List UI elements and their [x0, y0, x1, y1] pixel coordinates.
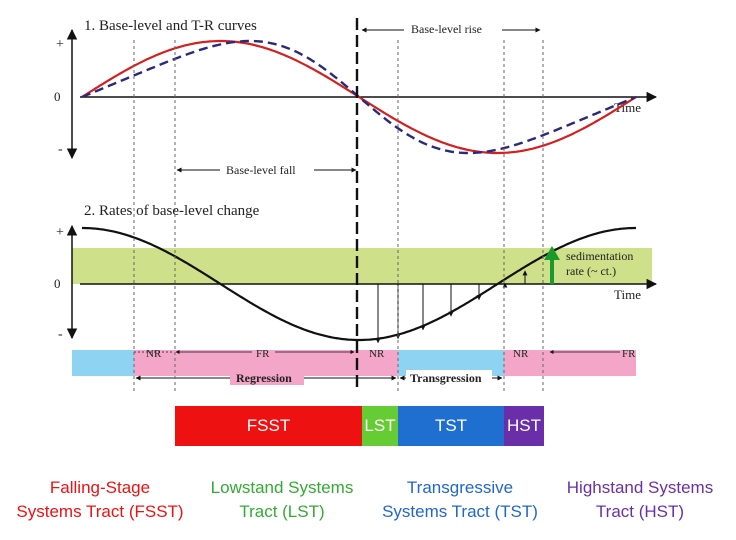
sedimentation-label-line2: rate (~ ct.) — [566, 264, 616, 278]
legend-fsst-line1: Falling-Stage — [49, 478, 151, 497]
base-level-rise-label: Base-level rise — [411, 22, 482, 36]
panel2-y-zero: 0 — [54, 276, 61, 291]
legend-tst-line1: Transgressive — [406, 478, 514, 497]
panel2-title: 2. Rates of base-level change — [84, 203, 260, 219]
transgression-label: Transgression — [410, 371, 482, 385]
legend-tst-line2: Systems Tract (TST) — [382, 502, 538, 521]
tract-bar-hst-label: HST — [507, 416, 541, 435]
rate-of-base-level-change-curve — [82, 226, 636, 342]
panel1-title: 1. Base-level and T-R curves — [84, 18, 257, 34]
regression-label: Regression — [236, 371, 292, 385]
legend-hst-line1: Highstand Systems — [566, 478, 714, 497]
tract-bar-fsst-label: FSST — [246, 416, 291, 435]
tract-bar-tst: TST — [398, 406, 504, 446]
legend-fsst-line2: Systems Tract (FSST) — [16, 502, 184, 521]
guide-lines — [133, 40, 544, 392]
legend-tst: Transgressive Systems Tract (TST) — [368, 476, 552, 524]
nr-label-3: NR — [513, 348, 529, 360]
base-level-curve — [81, 39, 637, 155]
panel1-y-minus: - — [58, 142, 63, 157]
panel2-x-label: Time — [614, 287, 641, 302]
legend-lst: Lowstand Systems Tract (LST) — [196, 476, 368, 524]
tract-bar-tst-label: TST — [434, 416, 468, 435]
panel1-y-zero: 0 — [54, 89, 61, 104]
strip-regression-2 — [504, 350, 636, 376]
fr-label-1: FR — [256, 348, 270, 360]
strip-transgression-1 — [72, 350, 134, 376]
legend-hst: Highstand Systems Tract (HST) — [550, 476, 730, 524]
tract-bar-lst-label: LST — [364, 416, 396, 435]
panel1-y-plus: + — [56, 37, 64, 52]
tract-bar-lst: LST — [362, 406, 398, 446]
tract-bar-hst: HST — [504, 406, 544, 446]
legend-fsst: Falling-Stage Systems Tract (FSST) — [2, 476, 198, 524]
legend-lst-line2: Tract (LST) — [239, 502, 325, 521]
legend-lst-line1: Lowstand Systems — [210, 478, 354, 497]
nr-label-2: NR — [369, 348, 385, 360]
panel2-y-plus: + — [56, 225, 64, 240]
systems-tract-diagram: 1. Base-level and T-R curves + 0 - Time … — [54, 18, 658, 392]
tr-curve — [81, 39, 637, 155]
fr-label-2: FR — [622, 348, 636, 360]
base-level-fall-label: Base-level fall — [226, 163, 296, 177]
tract-bar-fsst: FSST — [175, 406, 362, 446]
sedimentation-arrow-icon — [544, 246, 560, 284]
sedimentation-band — [72, 248, 652, 284]
nr-label-1: NR — [146, 348, 162, 360]
legend-hst-line2: Tract (HST) — [595, 502, 685, 521]
panel2-y-minus: - — [58, 327, 63, 342]
sedimentation-label-line1: sedimentation — [566, 249, 633, 263]
